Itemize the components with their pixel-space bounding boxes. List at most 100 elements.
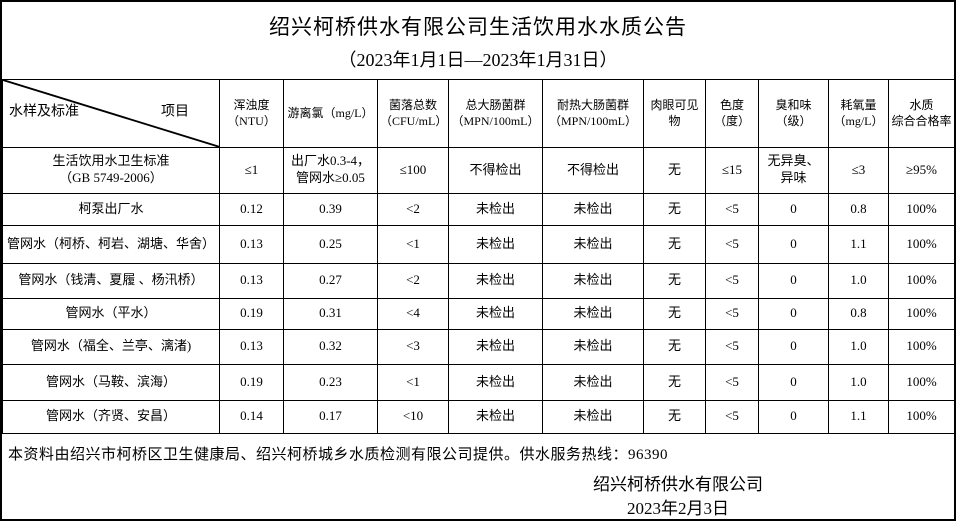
cell: 0.27 xyxy=(283,262,378,299)
cell: 0.32 xyxy=(283,328,378,365)
cell: 0.8 xyxy=(828,192,889,226)
cell: ≤1 xyxy=(219,146,284,194)
cell: <2 xyxy=(377,192,449,226)
cell: 不得检出 xyxy=(448,146,543,194)
cell: 无 xyxy=(643,399,706,434)
col-header-total-coliform: 总大肠菌群 （MPN/100mL） xyxy=(448,79,543,148)
cell: <10 xyxy=(377,399,449,434)
cell: <4 xyxy=(377,297,449,330)
cell: 无 xyxy=(643,297,706,330)
cell: 未检出 xyxy=(542,224,644,264)
cell: 无 xyxy=(643,262,706,299)
cell: ≤3 xyxy=(828,146,889,194)
cell: <5 xyxy=(705,262,759,299)
cell: 无 xyxy=(643,192,706,226)
cell: 未检出 xyxy=(448,224,543,264)
col-header-chroma: 色度 （度） xyxy=(705,79,759,148)
cell: <5 xyxy=(705,297,759,330)
table-row-pipe-pingshui: 管网水（平水） 0.19 0.31 <4 未检出 未检出 无 <5 0 0.8 … xyxy=(2,297,954,330)
cell: 1.1 xyxy=(828,399,889,434)
cell: <5 xyxy=(705,224,759,264)
col-header-pass-rate: 水质 综合合格率 xyxy=(888,79,954,148)
row-label: 生活饮用水卫生标准 （GB 5749-2006） xyxy=(2,146,220,194)
cell: 1.1 xyxy=(828,224,889,264)
cell: 100% xyxy=(888,224,954,264)
cell: 0.23 xyxy=(283,363,378,401)
company-name: 绍兴柯桥供水有限公司 xyxy=(593,474,763,494)
cell: 0.13 xyxy=(219,224,284,264)
cell: 无 xyxy=(643,146,706,194)
signature-block: 绍兴柯桥供水有限公司 2023年2月3日 xyxy=(593,473,763,519)
cell: 0.25 xyxy=(283,224,378,264)
cell: <5 xyxy=(705,363,759,401)
table-row-pipe-qixian: 管网水（齐贤、安昌） 0.14 0.17 <10 未检出 未检出 无 <5 0 … xyxy=(2,399,954,434)
header-row: 水样及标准 项目 浑浊度 （NTU） 游离氯（mg/L） 菌落总数 （CFU/m… xyxy=(2,79,954,148)
cell: 未检出 xyxy=(542,363,644,401)
row-label: 管网水（平水） xyxy=(2,297,220,330)
cell: 1.0 xyxy=(828,363,889,401)
cell: 未检出 xyxy=(448,297,543,330)
water-quality-table: 水样及标准 项目 浑浊度 （NTU） 游离氯（mg/L） 菌落总数 （CFU/m… xyxy=(2,79,954,434)
cell: 0.17 xyxy=(283,399,378,434)
col-header-turbidity: 浑浊度 （NTU） xyxy=(219,79,284,148)
row-label: 管网水（福全、兰亭、漓渚) xyxy=(2,328,220,365)
cell: 0 xyxy=(758,363,829,401)
cell: 未检出 xyxy=(448,262,543,299)
row-label: 管网水（齐贤、安昌） xyxy=(2,399,220,434)
col-header-visible-matter: 肉眼可见物 xyxy=(643,79,706,148)
col-header-oxygen-consumption: 耗氧量 （mg/L） xyxy=(828,79,889,148)
cell: <2 xyxy=(377,262,449,299)
cell: 0.12 xyxy=(219,192,284,226)
cell: 无 xyxy=(643,328,706,365)
table-row-pipe-fuquan: 管网水（福全、兰亭、漓渚) 0.13 0.32 <3 未检出 未检出 无 <5 … xyxy=(2,328,954,365)
cell: 100% xyxy=(888,399,954,434)
cell: 100% xyxy=(888,262,954,299)
cell: 不得检出 xyxy=(542,146,644,194)
page-title: 绍兴柯桥供水有限公司生活饮用水水质公告 xyxy=(269,15,687,39)
cell: 0.31 xyxy=(283,297,378,330)
cell: ≥95% xyxy=(888,146,954,194)
cell: <5 xyxy=(705,328,759,365)
cell: <5 xyxy=(705,399,759,434)
cell: 100% xyxy=(888,328,954,365)
cell: <1 xyxy=(377,224,449,264)
row-label: 管网水（马鞍、滨海） xyxy=(2,363,220,401)
table-row-pipe-keqiao: 管网水（柯桥、柯岩、湖塘、华舍） 0.13 0.25 <1 未检出 未检出 无 … xyxy=(2,224,954,264)
cell: 0 xyxy=(758,328,829,365)
corner-cell: 水样及标准 项目 xyxy=(2,79,220,148)
cell: 未检出 xyxy=(542,192,644,226)
col-header-odor: 臭和味 （级） xyxy=(758,79,829,148)
cell: 0 xyxy=(758,262,829,299)
cell: 未检出 xyxy=(448,363,543,401)
cell: 未检出 xyxy=(448,328,543,365)
row-label: 管网水（柯桥、柯岩、湖塘、华舍） xyxy=(2,224,220,264)
cell: <1 xyxy=(377,363,449,401)
diagonal-line-icon xyxy=(3,80,219,147)
cell: 100% xyxy=(888,363,954,401)
cell: 0 xyxy=(758,297,829,330)
cell: 出厂水0.3-4， 管网水≥0.05 xyxy=(283,146,378,194)
cell: 0.13 xyxy=(219,328,284,365)
cell: 未检出 xyxy=(542,399,644,434)
cell: 100% xyxy=(888,192,954,226)
footer: 本资料由绍兴市柯桥区卫生健康局、绍兴柯桥城乡水质检测有限公司提供。供水服务热线：… xyxy=(2,434,954,519)
cell: 0.8 xyxy=(828,297,889,330)
table-row-plant-outlet-water: 柯泵出厂水 0.12 0.39 <2 未检出 未检出 无 <5 0 0.8 10… xyxy=(2,192,954,226)
cell: 未检出 xyxy=(448,399,543,434)
col-header-free-chlorine: 游离氯（mg/L） xyxy=(283,79,378,148)
cell: 0.19 xyxy=(219,363,284,401)
cell: 未检出 xyxy=(542,262,644,299)
cell: 1.0 xyxy=(828,328,889,365)
cell: 0 xyxy=(758,399,829,434)
table-row-pipe-maan: 管网水（马鞍、滨海） 0.19 0.23 <1 未检出 未检出 无 <5 0 1… xyxy=(2,363,954,401)
cell: 未检出 xyxy=(542,328,644,365)
cell: 未检出 xyxy=(542,297,644,330)
cell: 0 xyxy=(758,224,829,264)
cell: <5 xyxy=(705,192,759,226)
footer-source-info: 本资料由绍兴市柯桥区卫生健康局、绍兴柯桥城乡水质检测有限公司提供。供水服务热线：… xyxy=(8,446,669,463)
row-label: 柯泵出厂水 xyxy=(2,192,220,226)
cell: 0.19 xyxy=(219,297,284,330)
cell: 1.0 xyxy=(828,262,889,299)
cell: 0.14 xyxy=(219,399,284,434)
